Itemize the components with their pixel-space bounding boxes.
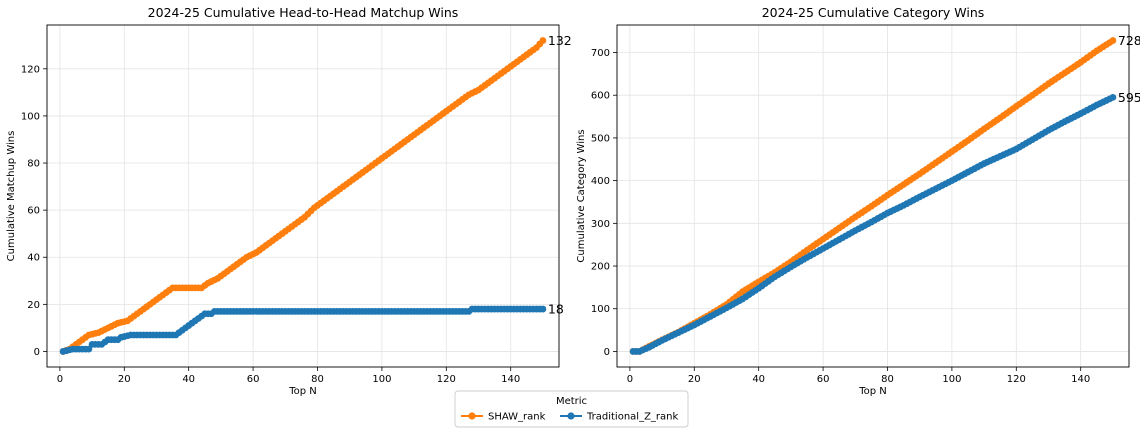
legend-title: Metric: [556, 396, 587, 407]
y-tick-label: 80: [27, 159, 40, 170]
x-tick-label: 20: [118, 374, 131, 385]
end-value-label: 132: [548, 33, 572, 48]
x-tick-label: 100: [372, 374, 391, 385]
series-shaw-rank: 132: [59, 33, 572, 355]
x-tick-label: 60: [247, 374, 260, 385]
x-tick-label: 40: [182, 374, 195, 385]
series-shaw-rank: 728: [629, 33, 1140, 355]
legend-dot-marker: [468, 412, 476, 420]
chart-title: 2024-25 Cumulative Head-to-Head Matchup …: [148, 5, 459, 20]
data-point: [539, 305, 547, 313]
series-line: [62, 39, 544, 353]
y-tick-label: 40: [27, 253, 40, 264]
y-axis-label: Cumulative Matchup Wins: [6, 131, 17, 262]
data-point: [1109, 93, 1117, 101]
end-value-label: 18: [548, 302, 564, 317]
series-traditional-z-rank: 18: [59, 302, 564, 355]
x-tick-label: 80: [881, 374, 894, 385]
legend-frame: [454, 390, 689, 428]
x-tick-label: 0: [627, 374, 633, 385]
legend-entry-traditional-z-rank: Traditional_Z_rank: [560, 412, 678, 423]
x-axis-label: Top N: [858, 386, 887, 397]
x-tick-label: 40: [752, 374, 765, 385]
x-axis-label: Top N: [288, 386, 317, 397]
x-tick-label: 140: [501, 374, 520, 385]
y-axis-label: Cumulative Category Wins: [576, 129, 587, 262]
x-tick-label: 60: [817, 374, 830, 385]
y-tick-label: 600: [591, 91, 610, 102]
plot-frame: [616, 24, 1130, 368]
x-tick-label: 120: [437, 374, 456, 385]
y-tick-label: 700: [591, 48, 610, 59]
x-tick-label: 100: [942, 374, 961, 385]
x-tick-label: 0: [57, 374, 63, 385]
legend: Metric SHAW_rank Traditional_Z_rank: [454, 390, 689, 428]
x-tick-label: 120: [1007, 374, 1026, 385]
y-tick-label: 60: [27, 206, 40, 217]
y-tick-label: 0: [604, 347, 610, 358]
chart-title: 2024-25 Cumulative Category Wins: [762, 5, 985, 20]
series-traditional-z-rank: 595: [629, 90, 1140, 355]
y-tick-label: 20: [27, 300, 40, 311]
legend-entry-label: Traditional_Z_rank: [586, 412, 678, 423]
legend-dot-marker: [567, 412, 575, 420]
category-wins-chart: 2024-25 Cumulative Category Wins Top N C…: [576, 5, 1140, 397]
y-tick-label: 400: [591, 176, 610, 187]
x-tick-label: 140: [1071, 374, 1090, 385]
x-tick-label: 20: [688, 374, 701, 385]
legend-entry-shaw-rank: SHAW_rank: [461, 412, 546, 423]
plot-frame: [46, 24, 560, 368]
y-tick-label: 100: [591, 304, 610, 315]
x-tick-label: 80: [311, 374, 324, 385]
y-tick-label: 120: [21, 64, 40, 75]
data-point: [539, 37, 547, 44]
data-point: [1109, 37, 1117, 44]
y-tick-label: 100: [21, 111, 40, 122]
y-tick-label: 0: [34, 347, 40, 358]
y-tick-label: 200: [591, 262, 610, 273]
legend-entry-label: SHAW_rank: [488, 412, 546, 423]
y-tick-label: 500: [591, 133, 610, 144]
matchup-wins-chart: 2024-25 Cumulative Head-to-Head Matchup …: [6, 5, 572, 397]
y-tick-label: 300: [591, 219, 610, 230]
